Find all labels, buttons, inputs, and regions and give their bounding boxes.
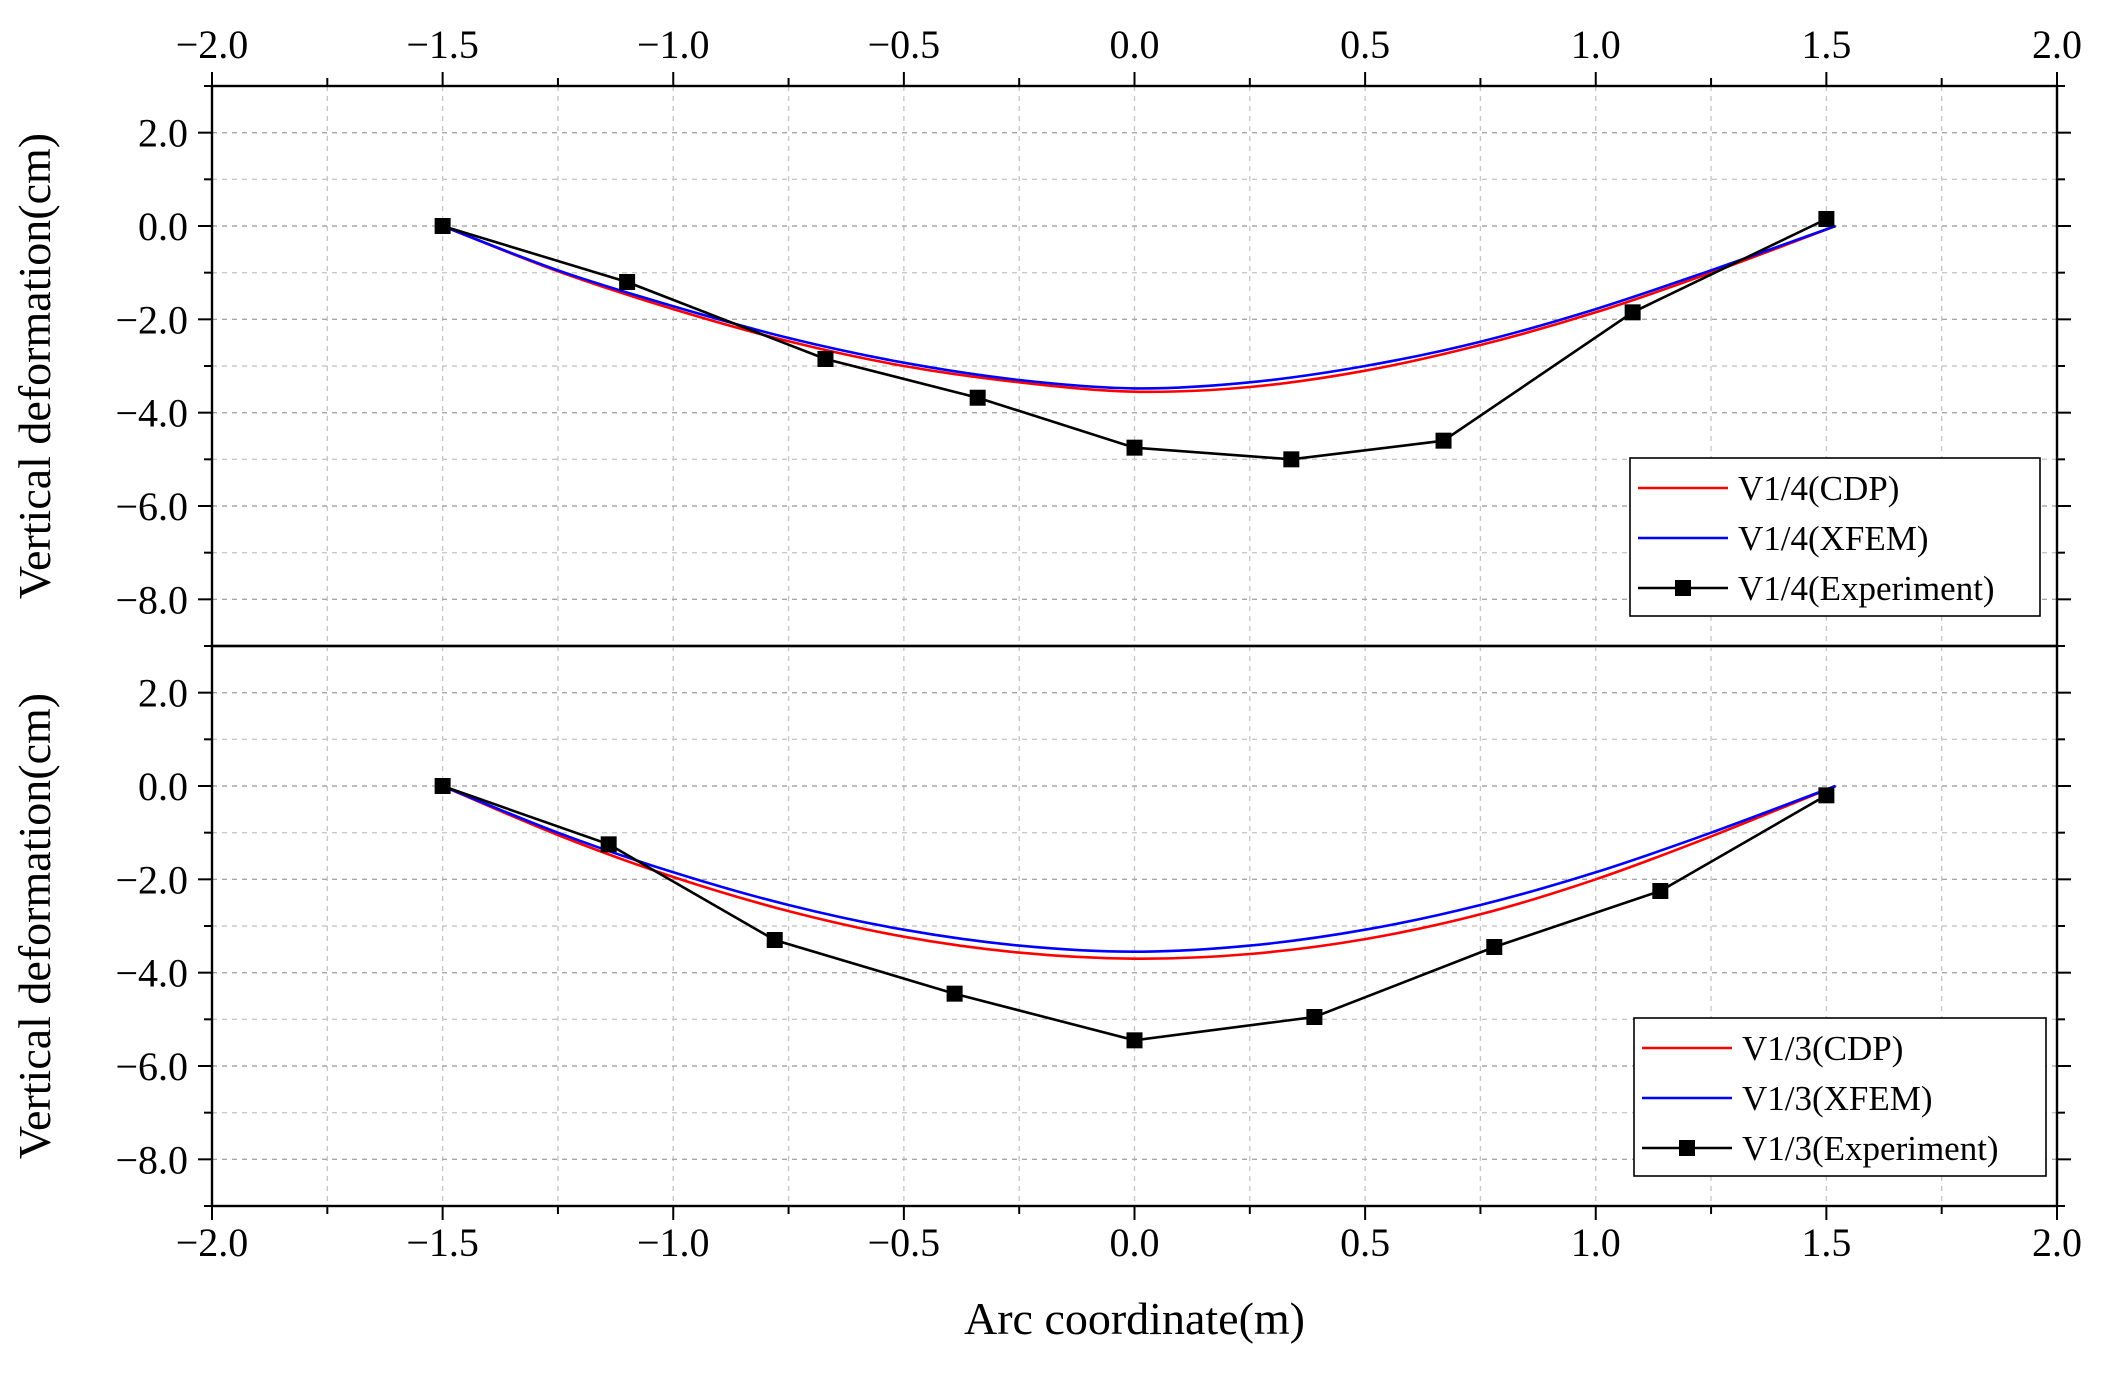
- legend-label: V1/3(Experiment): [1742, 1129, 1999, 1168]
- data-point-marker: [1818, 787, 1835, 804]
- y-tick-label: 2.0: [138, 671, 188, 716]
- y-tick-label: −8.0: [115, 1137, 188, 1182]
- y-tick-label: −4.0: [115, 951, 188, 996]
- x-tick-label-top: 1.5: [1801, 22, 1851, 67]
- data-point-marker: [1283, 451, 1300, 468]
- y-tick-label: −2.0: [115, 857, 188, 902]
- y-tick-label: −2.0: [115, 297, 188, 342]
- x-tick-label-top: 1.0: [1571, 22, 1621, 67]
- y-axis-title: Vertical deformation(cm): [9, 693, 60, 1159]
- x-tick-label-bottom: −1.5: [406, 1220, 479, 1265]
- y-tick-label: 0.0: [138, 204, 188, 249]
- x-tick-label-top: 0.0: [1110, 22, 1160, 67]
- data-point-marker: [946, 985, 963, 1002]
- x-tick-label-top: 2.0: [2032, 22, 2082, 67]
- y-axis-title: Vertical deformation(cm): [9, 133, 60, 599]
- series-line-v1-4-cdp-: [442, 224, 1837, 394]
- x-tick-label-bottom: 1.5: [1801, 1220, 1851, 1265]
- data-point-marker: [1435, 432, 1452, 449]
- data-point-marker: [619, 274, 636, 290]
- y-tick-label: 0.0: [138, 764, 188, 809]
- legend-label: V1/3(CDP): [1742, 1029, 1903, 1068]
- x-tick-label-top: −1.0: [637, 22, 710, 67]
- legend-marker: [1679, 1140, 1695, 1156]
- series-line-v1-3-experiment-: [442, 784, 1828, 1042]
- x-tick-label-top: −0.5: [868, 22, 941, 67]
- y-tick-label: −4.0: [115, 391, 188, 436]
- data-point-marker: [434, 218, 451, 234]
- legend-label: V1/4(CDP): [1738, 469, 1899, 508]
- series-line-v1-4-xfem-: [442, 224, 1837, 390]
- x-tick-label-top: −2.0: [176, 22, 249, 67]
- x-tick-label-bottom: 0.0: [1110, 1220, 1160, 1265]
- data-point-marker: [1486, 939, 1503, 955]
- legend-label: V1/3(XFEM): [1742, 1079, 1933, 1118]
- x-tick-label-bottom: −0.5: [868, 1220, 941, 1265]
- data-point-marker: [766, 932, 783, 948]
- y-tick-label: −6.0: [115, 484, 188, 529]
- y-tick-label: 2.0: [138, 111, 188, 156]
- x-tick-label-top: −1.5: [406, 22, 479, 67]
- x-tick-label-bottom: 2.0: [2032, 1220, 2082, 1265]
- legend-marker: [1675, 580, 1691, 596]
- data-point-marker: [1306, 1009, 1323, 1025]
- series-line-v1-3-cdp-: [442, 784, 1837, 961]
- legend-label: V1/4(Experiment): [1738, 569, 1995, 608]
- data-point-marker: [1624, 304, 1641, 321]
- data-point-marker: [434, 778, 451, 794]
- legend-label: V1/4(XFEM): [1738, 519, 1929, 558]
- x-tick-label-bottom: −1.0: [637, 1220, 710, 1265]
- data-point-marker: [1126, 1032, 1143, 1049]
- data-point-marker: [1126, 439, 1143, 456]
- x-tick-label-bottom: −2.0: [176, 1220, 249, 1265]
- series-line-v1-3-xfem-: [442, 784, 1837, 954]
- data-point-marker: [1818, 211, 1835, 227]
- x-tick-label-bottom: 1.0: [1571, 1220, 1621, 1265]
- y-tick-label: −8.0: [115, 577, 188, 622]
- x-tick-label-top: 0.5: [1340, 22, 1390, 67]
- data-point-marker: [600, 836, 617, 853]
- data-point-marker: [969, 389, 986, 406]
- x-tick-label-bottom: 0.5: [1340, 1220, 1390, 1265]
- y-tick-label: −6.0: [115, 1044, 188, 1089]
- data-point-marker: [1652, 883, 1669, 899]
- x-axis-title: Arc coordinate(m): [964, 1293, 1305, 1344]
- data-point-marker: [817, 351, 834, 367]
